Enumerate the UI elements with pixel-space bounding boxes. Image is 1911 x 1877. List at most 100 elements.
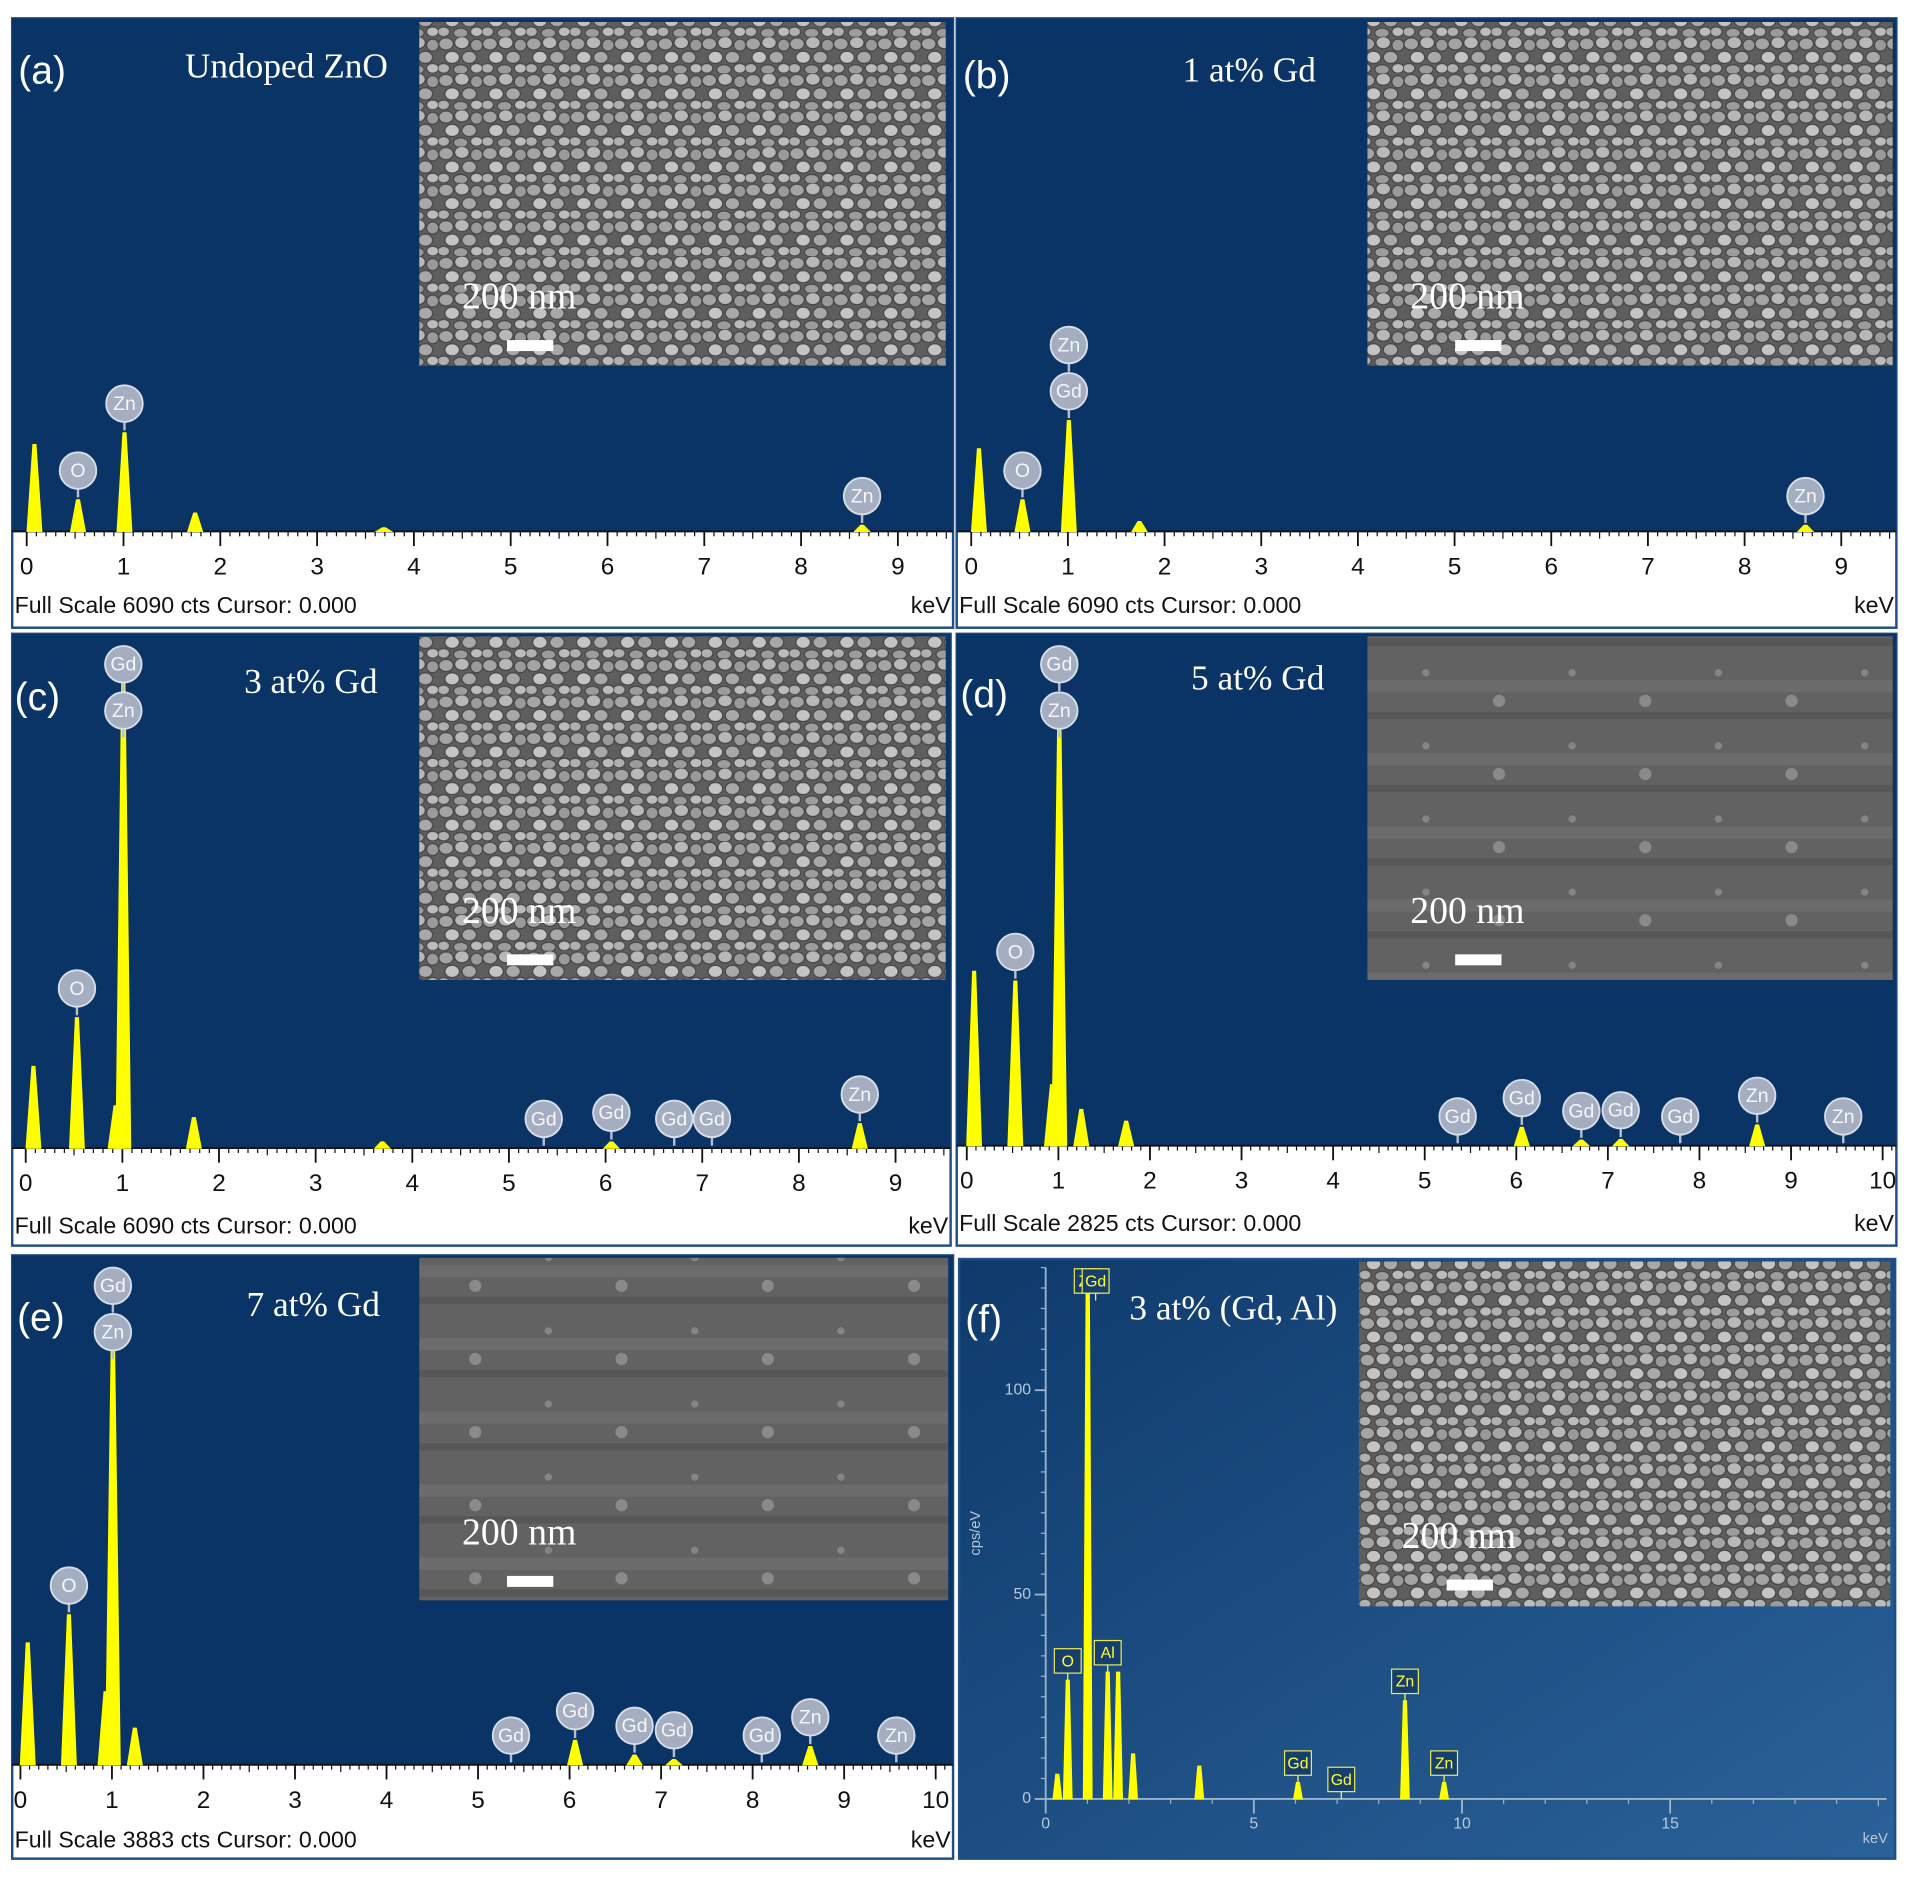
y-tick-label: 100	[1005, 1381, 1032, 1398]
x-tick-label: 3	[310, 553, 324, 580]
scale-bar	[507, 340, 554, 352]
peak	[665, 1758, 683, 1766]
x-axis-label: keV	[911, 592, 951, 618]
peak	[116, 432, 133, 533]
x-tick-label: 9	[889, 1170, 903, 1197]
scale-bar	[1455, 954, 1502, 966]
annotation: Gd	[1608, 1100, 1634, 1122]
x-tick-label: 9	[1784, 1168, 1798, 1195]
annotation-badge	[1502, 1078, 1541, 1118]
annotation: O	[1015, 460, 1030, 482]
sem-inset	[1367, 22, 1893, 366]
peak	[186, 512, 204, 533]
x-tick-label: 1	[1052, 1168, 1066, 1195]
x-tick-label: 7	[698, 553, 712, 580]
annotation: Zn	[1048, 700, 1071, 722]
annotation-badge	[104, 645, 143, 684]
annotation: Zn	[851, 485, 874, 507]
sem-inset	[419, 22, 946, 366]
annotation: Gd	[1667, 1106, 1693, 1128]
x-tick-label: 4	[1326, 1168, 1340, 1195]
x-axis-label: keV	[1854, 592, 1894, 618]
annotation: O	[69, 978, 84, 1000]
x-tick-label: 0	[19, 1170, 33, 1197]
annotation-badge	[93, 1312, 133, 1352]
scale-bar	[507, 954, 554, 966]
x-tick-label: 8	[746, 1787, 760, 1814]
panel-label: (f)	[965, 1299, 1002, 1342]
annotation: Gd	[699, 1108, 725, 1130]
panel-label: (b)	[963, 54, 1011, 97]
x-tick-label: 7	[1641, 553, 1655, 580]
annotation-badge	[105, 384, 144, 423]
panel-title: Undoped ZnO	[185, 47, 388, 86]
annotation: Gd	[1056, 381, 1082, 403]
annotation-badge	[1562, 1091, 1601, 1131]
annotation: Zn	[101, 1322, 124, 1344]
peak	[68, 1017, 85, 1149]
panel-title: 1 at% Gd	[1183, 50, 1317, 89]
panel-title: 7 at% Gd	[247, 1285, 381, 1324]
panel: 0 1 2 3 4 5 6 7 8 9 Full Scale 6090 cts Cursor: 0.…	[955, 17, 1898, 629]
annotation-badge	[1737, 1076, 1777, 1115]
annotation: Gd	[661, 1108, 687, 1130]
x-tick-label: 5	[1448, 553, 1462, 580]
x-tick-label: 6	[601, 553, 615, 580]
x-tick-label: 6	[563, 1787, 577, 1814]
x-tick-label: 2	[1143, 1168, 1157, 1195]
annotation: O	[1008, 941, 1023, 963]
annotation-badge	[104, 691, 143, 730]
x-tick-label: 4	[1351, 553, 1365, 580]
panel: 0 1 2 3 4 5 6 7 8 9 10 Full Scale 3883 cts Cursor: …	[10, 1254, 955, 1860]
x-tick-label: 1	[105, 1787, 119, 1814]
annotation: Gd	[1287, 1755, 1308, 1772]
peak	[69, 499, 87, 533]
x-tick-label: 4	[406, 1170, 420, 1197]
x-tick-label: 4	[407, 553, 421, 580]
x-tick-label: 8	[792, 1170, 806, 1197]
x-tick-label: 5	[1249, 1816, 1258, 1833]
x-tick-label: 3	[1254, 553, 1268, 580]
peak	[374, 527, 394, 533]
annotation: Gd	[100, 1275, 126, 1297]
annotation: O	[61, 1575, 76, 1597]
panel: 0 1 2 3 4 5 6 7 8 9 10 Full Scale 2825 cts Cursor: …	[955, 632, 1898, 1247]
scale-bar-label: 200 nm	[1402, 1515, 1516, 1557]
peak	[1062, 1679, 1073, 1800]
annotation-badge	[655, 1099, 694, 1139]
x-tick-label: 0	[20, 553, 34, 580]
x-axis-label: keV	[908, 1212, 948, 1238]
annotation-badge	[1040, 645, 1079, 684]
annotation: Zn	[1396, 1674, 1414, 1691]
x-tick-label: 8	[794, 553, 808, 580]
x-tick-label: 9	[891, 553, 905, 580]
x-tick-label: 10	[1453, 1816, 1471, 1833]
x-tick-label: 0	[964, 553, 978, 580]
scale-bar-label: 200 nm	[462, 276, 576, 318]
annotation-badge	[491, 1716, 531, 1755]
peak	[19, 1642, 36, 1766]
scale-bar-label: 200 nm	[1410, 890, 1524, 932]
x-tick-label: 2	[212, 1170, 226, 1197]
peak	[373, 1141, 392, 1149]
annotation-badge	[742, 1716, 781, 1755]
peak	[1118, 1120, 1135, 1147]
annotation-badge	[654, 1711, 694, 1750]
peak	[1128, 1753, 1139, 1800]
annotation-badge	[877, 1716, 916, 1755]
x-tick-label: 10	[922, 1787, 949, 1814]
annotation-box	[1283, 1750, 1312, 1776]
x-tick-label: 5	[1418, 1168, 1432, 1195]
annotation: Gd	[110, 654, 136, 676]
annotation-box	[1081, 1268, 1110, 1294]
annotation-badge	[1661, 1097, 1700, 1136]
annotation-badge	[1040, 691, 1079, 730]
peak	[60, 1614, 77, 1766]
annotation-badge	[49, 1566, 89, 1605]
peak	[1513, 1126, 1530, 1147]
footer: Full Scale 2825 cts Cursor: 0.000	[959, 1210, 1301, 1236]
x-tick-label: 1	[116, 1170, 130, 1197]
annotation: Gd	[622, 1715, 648, 1737]
x-axis-label: keV	[1854, 1210, 1894, 1236]
